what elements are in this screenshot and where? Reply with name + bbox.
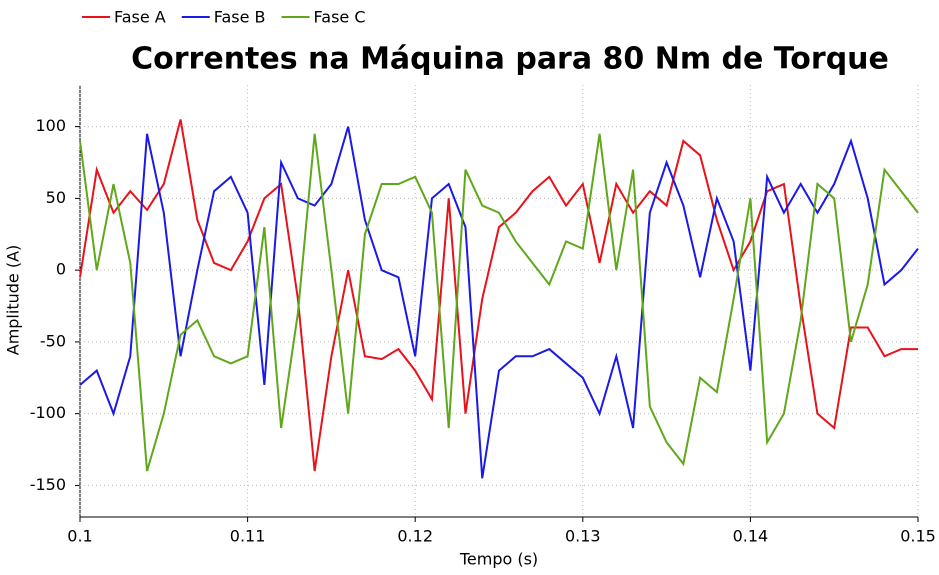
x-axis-label: Tempo (s) [459, 550, 538, 569]
y-tick-label: 100 [35, 116, 66, 135]
chart-title: Correntes na Máquina para 80 Nm de Torqu… [131, 42, 889, 77]
x-tick-label: 0.13 [565, 527, 601, 546]
x-tick-label: 0.11 [230, 527, 266, 546]
legend-label: Fase B [214, 8, 266, 27]
y-tick-label: 50 [46, 188, 66, 207]
x-tick-label: 0.1 [67, 527, 92, 546]
y-tick-label: -100 [30, 403, 66, 422]
x-tick-label: 0.14 [733, 527, 769, 546]
series-line [79, 133, 919, 472]
y-axis-label: Amplitude (A) [4, 245, 23, 356]
x-tick-label: 0.12 [397, 527, 433, 546]
y-tick-label: -50 [40, 331, 66, 350]
x-tick-label: 0.15 [900, 527, 936, 546]
legend-label: Fase A [114, 8, 166, 27]
y-tick-label: -150 [30, 475, 66, 494]
legend-label: Fase C [314, 8, 366, 27]
series-line [79, 119, 918, 472]
series-line [79, 126, 919, 479]
y-tick-label: 0 [56, 260, 66, 279]
